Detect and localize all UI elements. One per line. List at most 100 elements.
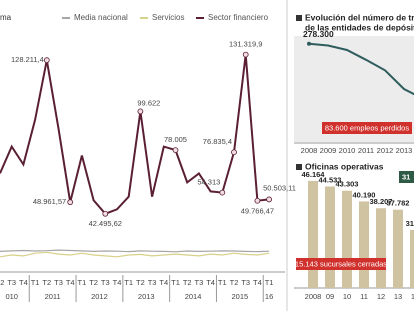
year-label: 2011 [45, 292, 61, 301]
series-line [308, 42, 414, 96]
x-tick-label: T3 [148, 278, 157, 287]
x-tick-label: T1 [265, 278, 274, 287]
year-label: 2015 [232, 292, 249, 301]
year-label: 010 [5, 292, 18, 301]
point-marker [231, 149, 237, 156]
value-label: 38.207 [370, 197, 393, 206]
x-tick-label: T4 [19, 278, 28, 287]
value-label: 76.835,4 [203, 137, 232, 146]
x-tick-label: 2013 [396, 146, 413, 155]
x-tick-label: T3 [101, 278, 110, 287]
x-tick-label: T1 [171, 278, 180, 287]
x-tick-label: T1 [124, 278, 133, 287]
bar [393, 209, 403, 288]
x-tick-label: T2 [136, 278, 145, 287]
chart-title: ma [0, 13, 12, 22]
x-tick-label: T3 [195, 278, 204, 287]
year-label: 2014 [185, 292, 202, 301]
x-tick-label: 2008 [301, 146, 318, 155]
x-tick-label: 14 [411, 292, 414, 301]
year-label: 2013 [138, 292, 155, 301]
bar [359, 201, 369, 288]
point-marker [219, 189, 226, 196]
legend-label: Servicios [152, 13, 184, 22]
value-label: 128.211,4 [11, 55, 44, 64]
year-label: 2012 [91, 292, 108, 301]
legend-label: Sector financiero [208, 13, 269, 22]
value-label: 37.782 [387, 199, 410, 208]
highlight-box [399, 171, 414, 183]
bullet [296, 15, 302, 21]
x-tick-label: T3 [54, 278, 63, 287]
value-label: 46.164 [302, 170, 326, 179]
x-tick-label: 2012 [377, 146, 394, 155]
x-tick-label: 2009 [320, 146, 337, 155]
point-marker [266, 196, 273, 203]
x-tick-label: 13 [394, 292, 402, 301]
point-marker [102, 210, 109, 217]
point-marker [43, 57, 50, 64]
annotation: 83.600 empleos perdidos [325, 123, 409, 132]
x-tick-label: 09 [326, 292, 334, 301]
x-tick-label: T4 [66, 278, 75, 287]
annotation: 15.143 sucursales cerradas [295, 259, 387, 268]
x-tick-label: 11 [360, 292, 368, 301]
value-label: 99.622 [137, 98, 160, 107]
x-tick-label: T2 [183, 278, 192, 287]
value-label: 42.495,62 [89, 219, 122, 228]
point-marker [254, 197, 261, 204]
series-line [0, 54, 270, 215]
point-marker [67, 199, 74, 206]
value-label: 44.533 [319, 175, 342, 184]
x-tick-label: T1 [31, 278, 40, 287]
x-tick-label: 2011 [358, 146, 374, 155]
x-tick-label: T2 [230, 278, 239, 287]
bar [325, 186, 335, 288]
x-tick-label: T4 [159, 278, 168, 287]
point-marker [137, 108, 144, 115]
bar [376, 208, 386, 288]
point-marker [307, 41, 311, 46]
bar [410, 230, 414, 288]
series-line [0, 249, 270, 253]
value-label: 78.005 [164, 135, 187, 144]
x-tick-label: 2010 [339, 146, 356, 155]
x-tick-label: 12 [377, 292, 385, 301]
year-label: 16 [265, 292, 273, 301]
chart-title: Oficinas operativas [305, 161, 384, 171]
point-marker [242, 51, 249, 58]
x-tick-label: T1 [218, 278, 227, 287]
x-tick-label: 2008 [305, 292, 322, 301]
value-label: 131.319,9 [229, 40, 262, 49]
bar [308, 180, 318, 288]
value-label: 40.190 [353, 190, 376, 199]
series-line [0, 251, 270, 258]
value-label: 50.503,11 [263, 183, 296, 192]
x-tick-label: T2 [42, 278, 51, 287]
bullet [296, 164, 302, 170]
chart-title: Evolución del número de traba [305, 12, 414, 22]
value-label: 48.961,57 [33, 197, 66, 206]
x-tick-label: T3 [7, 278, 16, 287]
x-tick-label: T3 [241, 278, 250, 287]
x-tick-label: T4 [253, 278, 262, 287]
annotation-box [322, 122, 412, 134]
value-label: 54.313 [197, 178, 220, 187]
point-marker [172, 147, 179, 154]
chart-title: de las entidades de depósito [305, 22, 414, 32]
annotation-box [296, 258, 386, 270]
bar [342, 190, 352, 288]
x-tick-label: T2 [89, 278, 98, 287]
x-tick-label: 10 [343, 292, 351, 301]
value-label: 49.766,47 [241, 207, 274, 216]
x-tick-label: T4 [206, 278, 215, 287]
highlight-label: 31 [402, 172, 410, 181]
value-label: 43.303 [336, 180, 359, 189]
legend-label: Media nacional [74, 13, 128, 22]
x-tick-label: T1 [78, 278, 87, 287]
value-label: 31.87 [406, 219, 414, 228]
x-tick-label: T2 [0, 278, 4, 287]
value-label: 278.300 [303, 29, 334, 39]
